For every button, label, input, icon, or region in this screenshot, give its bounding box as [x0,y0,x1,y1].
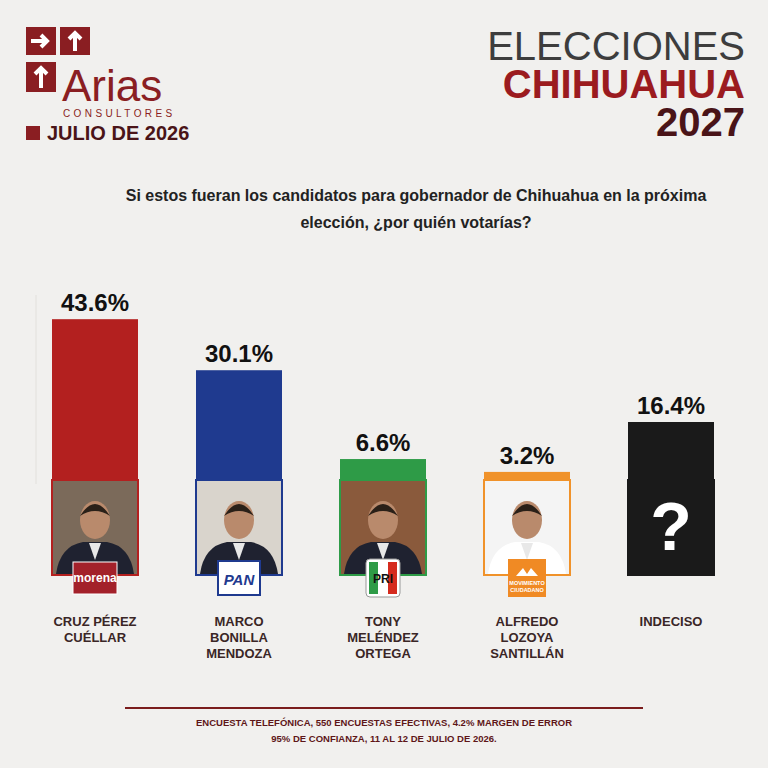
brand-sub: CONSULTORES [63,108,176,119]
logo-box [73,562,117,594]
party-name: MOVIMIENTOCIUDADANO [509,580,545,593]
value-axis [36,295,37,484]
text-line: MENDOZA [206,646,272,661]
portrait-head [80,501,110,539]
party-name: PRI [373,572,393,586]
date-square [26,126,40,140]
footer-note: ENCUESTA TELEFÓNICA, 550 ENCUESTAS EFECT… [196,717,572,728]
portrait-shirt [521,543,533,560]
portrait-frame [628,480,714,575]
background [0,0,768,768]
logo-bird [516,568,538,576]
text-line: LOZOYA [501,630,555,645]
logo-arrow [69,33,81,51]
portrait-hair [224,504,254,516]
category-label: ALFREDOLOZOYASANTILLÁN [490,614,564,661]
portrait-head [368,501,398,539]
data-label: 30.1% [205,340,273,367]
portrait-shirt [233,543,245,560]
party-name: PAN [224,571,256,588]
category-label: TONYMELÉNDEZORTEGA [347,614,419,661]
logo-box [366,559,400,597]
bar [628,422,714,484]
party-logo: MOVIMIENTOCIUDADANO [508,559,546,597]
footer-note: 95% DE CONFIANZA, 11 AL 12 DE JULIO DE 2… [271,733,496,744]
category-label: CRUZ PÉREZCUÉLLAR [53,614,136,645]
portrait-hair [80,504,110,516]
data-label: 43.6% [61,289,129,316]
text-line: CUÉLLAR [64,630,127,645]
text-line: INDECISO [640,614,703,629]
title: 2027 [656,100,745,144]
portrait-shirt [377,543,389,560]
logo-square [60,27,90,55]
party-logo: PAN [218,561,260,595]
brand-name: Arias [62,61,162,110]
chart-root: AriasCONSULTORESJULIO DE 2026ELECCIONESC… [0,0,768,768]
logo-box [508,559,546,597]
portrait-text: ? [650,488,692,564]
party-logo: morena [73,562,117,594]
text-line: CIUDADANO [510,587,544,593]
text-line: Si estos fueran los candidatos para gobe… [126,187,707,204]
portrait [52,480,138,575]
logo-square [26,62,56,92]
portrait-hair [512,504,542,516]
text-line: SANTILLÁN [490,646,564,661]
logo-box [218,561,260,595]
portrait-hair [368,504,398,516]
text-line: elección, ¿por quién votarías? [300,214,531,231]
date: JULIO DE 2026 [47,122,189,144]
text-line: TONY [365,614,401,629]
text-line: ORTEGA [355,646,411,661]
logo-arrow [31,35,47,47]
bar [196,370,282,484]
portrait-head [224,501,254,539]
subtitle: Si estos fueran los candidatos para gobe… [126,187,707,231]
party-name: morena [73,571,117,585]
logo-arrow [35,68,47,88]
bars [52,319,714,484]
text-line: BONILLA [210,630,268,645]
data-label: 3.2% [500,442,555,469]
logo-square [26,27,56,55]
portrait-head [512,501,542,539]
party-logo: PRI [366,559,400,597]
portrait-shirt [89,543,101,560]
footer-rule [125,707,643,709]
text-line: CRUZ PÉREZ [53,614,136,629]
category-label: INDECISO [640,614,703,629]
category-label: MARCOBONILLAMENDOZA [206,614,272,661]
data-label: 6.6% [356,429,411,456]
text-line: MELÉNDEZ [347,630,419,645]
data-label: 16.4% [637,392,705,419]
portrait-frame [52,480,138,575]
text-line: MOVIMIENTO [509,580,545,586]
text-line: ALFREDO [496,614,559,629]
portrait: ? [628,480,714,575]
bar [52,319,138,484]
text-line: MARCO [214,614,263,629]
